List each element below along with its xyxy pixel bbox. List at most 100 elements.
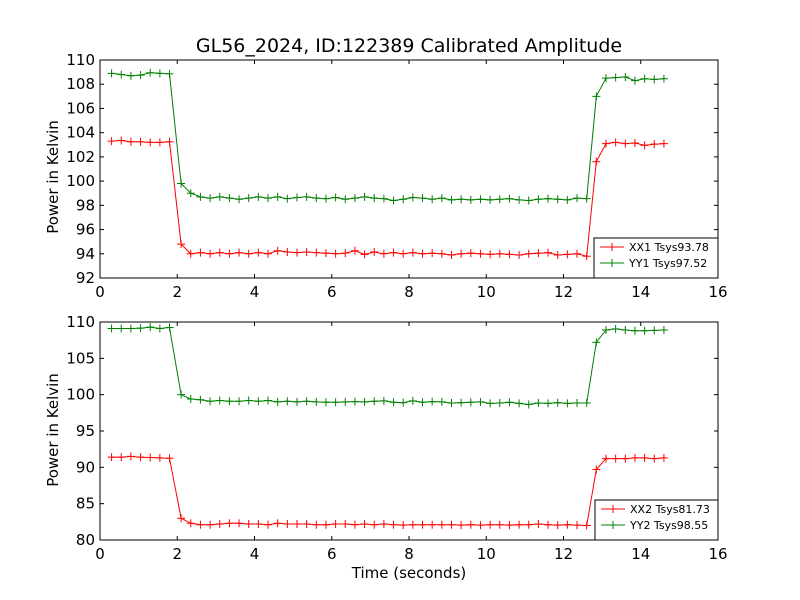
- data-point: [215, 520, 224, 529]
- data-point: [155, 453, 164, 462]
- data-point: [486, 250, 495, 259]
- x-tick-label: 8: [404, 545, 414, 563]
- data-point: [650, 454, 659, 463]
- y-tick-label: 90: [76, 458, 95, 476]
- data-point: [155, 138, 164, 147]
- data-point: [302, 397, 311, 406]
- data-point: [428, 520, 437, 529]
- data-point: [177, 514, 186, 523]
- data-point: [379, 396, 388, 405]
- data-point: [117, 324, 126, 333]
- data-point: [350, 397, 359, 406]
- y-tick-label: 98: [76, 196, 95, 214]
- x-tick-label: 2: [172, 545, 182, 563]
- data-point: [196, 520, 205, 529]
- legend-label: XX2 Tsys81.73: [630, 503, 710, 516]
- data-point: [244, 249, 253, 258]
- x-tick-label: 0: [95, 545, 105, 563]
- y-tick-label: 110: [66, 313, 95, 331]
- data-point: [126, 137, 135, 146]
- data-point: [611, 454, 620, 463]
- x-tick-label: 4: [250, 283, 260, 301]
- data-point: [331, 398, 340, 407]
- bottom-axes: Power in Kelvin Time (seconds) 0 2 4 6 8 10 12…: [44, 313, 728, 582]
- data-point: [136, 137, 145, 146]
- data-point: [573, 399, 582, 408]
- data-point: [225, 397, 234, 406]
- x-tick-label: 10: [477, 545, 496, 563]
- data-point: [235, 195, 244, 204]
- data-point: [117, 70, 126, 79]
- data-point: [292, 193, 301, 202]
- data-point: [321, 194, 330, 203]
- y-tick-label: 102: [66, 148, 95, 166]
- legend-marker: [609, 505, 617, 513]
- data-point: [165, 323, 174, 332]
- data-point: [524, 196, 533, 205]
- data-point: [553, 195, 562, 204]
- data-point: [534, 249, 543, 258]
- legend-label: YY1 Tsys97.52: [628, 257, 707, 270]
- data-point: [264, 396, 273, 405]
- legend-box: [593, 237, 719, 279]
- data-point: [524, 249, 533, 258]
- data-point: [389, 196, 398, 205]
- data-point: [312, 520, 321, 529]
- data-point: [505, 194, 514, 203]
- data-point: [505, 521, 514, 530]
- x-tick-label: 16: [708, 283, 727, 301]
- data-point: [650, 75, 659, 84]
- data-point: [476, 521, 485, 530]
- data-point: [196, 395, 205, 404]
- data-point: [534, 195, 543, 204]
- data-point: [321, 398, 330, 407]
- y-tick-label: 108: [66, 75, 95, 93]
- data-point: [563, 399, 572, 408]
- data-point: [107, 69, 116, 78]
- data-point: [505, 398, 514, 407]
- data-point: [582, 194, 591, 203]
- data-point: [592, 92, 601, 101]
- y-tick-label: 105: [66, 349, 95, 367]
- data-point: [630, 138, 639, 147]
- y-tick-label: 92: [76, 269, 95, 287]
- data-point: [379, 194, 388, 203]
- legend-label: YY2 Tsys98.55: [629, 519, 708, 532]
- data-point: [418, 520, 427, 529]
- data-point: [215, 192, 224, 201]
- data-point: [553, 521, 562, 530]
- data-point: [107, 324, 116, 333]
- data-point: [292, 397, 301, 406]
- data-point: [206, 249, 215, 258]
- data-point: [341, 249, 350, 258]
- top-ylabel: Power in Kelvin: [44, 120, 62, 234]
- data-point: [177, 179, 186, 188]
- data-point: [136, 453, 145, 462]
- data-point: [476, 195, 485, 204]
- data-point: [235, 519, 244, 528]
- data-point: [350, 246, 359, 255]
- data-point: [573, 249, 582, 258]
- data-point: [611, 324, 620, 333]
- data-point: [515, 195, 524, 204]
- data-point: [254, 248, 263, 257]
- data-point: [117, 453, 126, 462]
- y-tick-label: 104: [66, 124, 95, 142]
- data-point: [640, 141, 649, 150]
- y-tick-label: 85: [76, 495, 95, 513]
- data-point: [155, 324, 164, 333]
- data-point: [146, 138, 155, 147]
- data-point: [302, 247, 311, 256]
- data-point: [302, 192, 311, 201]
- data-point: [273, 519, 282, 528]
- data-point: [486, 195, 495, 204]
- data-point: [544, 399, 553, 408]
- data-point: [611, 73, 620, 82]
- data-point: [206, 520, 215, 529]
- data-point: [370, 247, 379, 256]
- data-point: [601, 454, 610, 463]
- x-tick-label: 12: [554, 545, 573, 563]
- data-point: [563, 250, 572, 259]
- data-point: [495, 195, 504, 204]
- data-point: [408, 520, 417, 529]
